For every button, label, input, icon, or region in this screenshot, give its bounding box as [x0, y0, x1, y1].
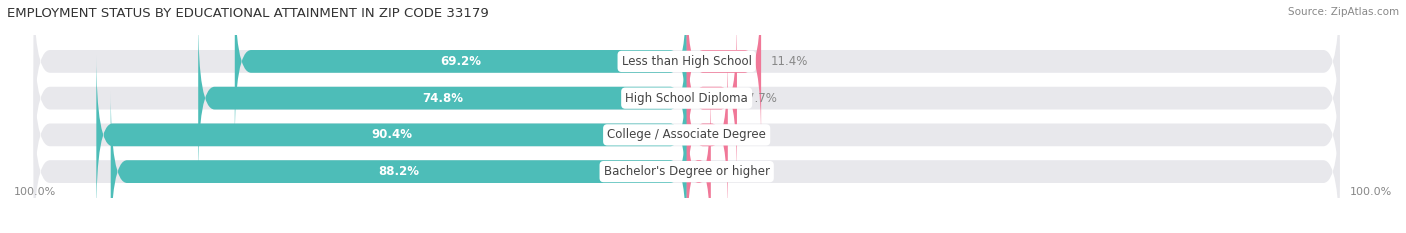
Text: High School Diploma: High School Diploma: [626, 92, 748, 105]
FancyBboxPatch shape: [111, 91, 686, 233]
FancyBboxPatch shape: [686, 91, 711, 233]
FancyBboxPatch shape: [198, 18, 686, 178]
FancyBboxPatch shape: [97, 55, 686, 215]
Text: 90.4%: 90.4%: [371, 128, 412, 141]
Text: 7.7%: 7.7%: [747, 92, 776, 105]
Text: 74.8%: 74.8%: [422, 92, 463, 105]
Text: 69.2%: 69.2%: [440, 55, 481, 68]
Text: EMPLOYMENT STATUS BY EDUCATIONAL ATTAINMENT IN ZIP CODE 33179: EMPLOYMENT STATUS BY EDUCATIONAL ATTAINM…: [7, 7, 489, 20]
Text: College / Associate Degree: College / Associate Degree: [607, 128, 766, 141]
Text: 11.4%: 11.4%: [770, 55, 808, 68]
FancyBboxPatch shape: [686, 0, 761, 142]
FancyBboxPatch shape: [34, 0, 1340, 142]
FancyBboxPatch shape: [34, 18, 1340, 178]
Text: 6.3%: 6.3%: [738, 128, 768, 141]
FancyBboxPatch shape: [34, 55, 1340, 215]
Text: Bachelor's Degree or higher: Bachelor's Degree or higher: [603, 165, 769, 178]
Text: Less than High School: Less than High School: [621, 55, 752, 68]
FancyBboxPatch shape: [235, 0, 686, 142]
FancyBboxPatch shape: [686, 18, 737, 178]
FancyBboxPatch shape: [686, 55, 728, 215]
Text: Source: ZipAtlas.com: Source: ZipAtlas.com: [1288, 7, 1399, 17]
Text: 100.0%: 100.0%: [14, 187, 56, 197]
FancyBboxPatch shape: [34, 91, 1340, 233]
Text: 88.2%: 88.2%: [378, 165, 419, 178]
Text: 3.7%: 3.7%: [721, 165, 751, 178]
Text: 100.0%: 100.0%: [1350, 187, 1392, 197]
